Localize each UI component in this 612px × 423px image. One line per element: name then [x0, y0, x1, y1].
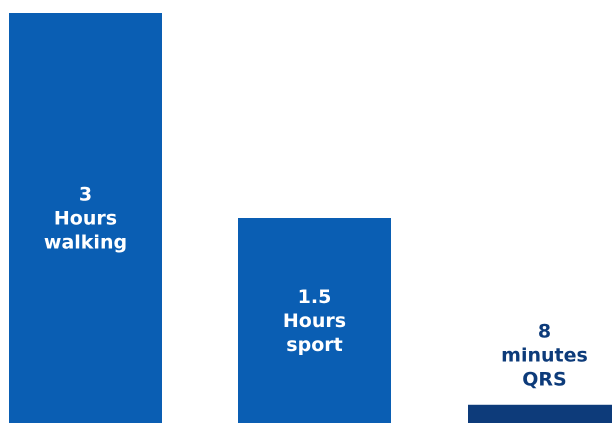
bar-label-line: minutes: [501, 344, 588, 366]
bar-label-line: 8: [538, 320, 551, 342]
bar-label-line: 3: [79, 184, 92, 206]
bar-label-QRS: 8 minutes QRS: [501, 320, 588, 390]
bar-sport: [238, 218, 391, 423]
bar-label-walking: 3 Hours walking: [44, 184, 127, 254]
bars-layer: [9, 13, 612, 423]
bar-label-sport: 1.5 Hours sport: [283, 286, 346, 356]
bar-label-line: Hours: [54, 208, 117, 230]
bar-label-line: QRS: [522, 368, 566, 390]
bar-walking: [9, 13, 162, 423]
bar-QRS: [468, 404, 612, 423]
bar-label-line: Hours: [283, 310, 346, 332]
bar-label-line: 1.5: [298, 286, 332, 308]
bar-label-line: walking: [44, 232, 127, 254]
bar-label-line: sport: [286, 334, 342, 356]
